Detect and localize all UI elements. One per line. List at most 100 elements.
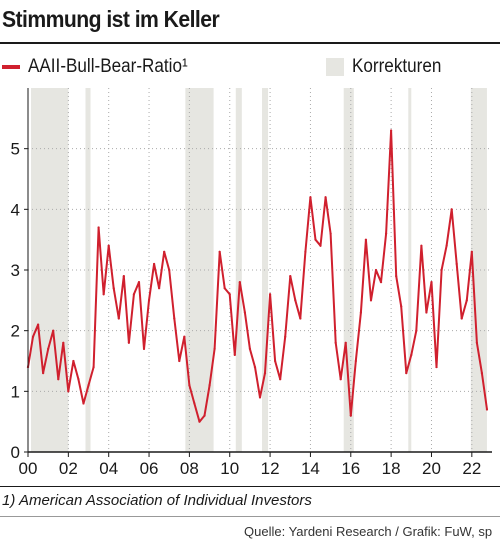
x-tick-label: 22	[462, 459, 481, 478]
data-point	[480, 372, 484, 375]
data-point	[233, 353, 236, 357]
data-point	[142, 347, 146, 350]
x-tick-label: 12	[261, 459, 280, 478]
data-point	[158, 287, 161, 290]
data-point	[374, 268, 378, 272]
data-point	[334, 341, 337, 344]
data-point	[430, 281, 433, 284]
legend-shading-swatch	[326, 58, 344, 76]
chart-title: Stimmung ist im Keller	[2, 6, 220, 32]
data-point	[213, 347, 216, 350]
data-point	[248, 347, 252, 350]
data-point	[62, 341, 65, 344]
y-tick-label: 3	[11, 261, 20, 280]
data-point	[425, 311, 428, 314]
data-point	[470, 250, 473, 253]
data-point	[178, 359, 181, 363]
legend-series: AAII-Bull-Bear-Ratio¹	[2, 56, 205, 78]
legend-shading: Korrekturen	[326, 56, 451, 78]
title-rule	[0, 42, 500, 44]
x-tick-label: 04	[99, 459, 118, 478]
data-point	[72, 359, 75, 363]
data-point	[168, 268, 171, 272]
footnote-rule	[0, 486, 500, 487]
legend-shading-label: Korrekturen	[352, 56, 442, 77]
data-point	[31, 335, 35, 338]
data-point	[102, 293, 105, 296]
data-point	[263, 372, 267, 375]
x-tick-label: 20	[422, 459, 441, 478]
data-point	[349, 414, 352, 417]
data-point	[163, 250, 166, 253]
data-point	[465, 299, 468, 302]
series-line-0	[27, 129, 488, 423]
data-point	[299, 317, 302, 320]
data-point	[253, 365, 257, 369]
data-point	[284, 335, 287, 338]
data-point	[485, 408, 489, 411]
data-point	[203, 414, 206, 417]
data-point	[435, 365, 438, 369]
y-tick-label: 2	[11, 322, 20, 341]
data-point	[420, 244, 423, 247]
data-point	[147, 299, 151, 302]
data-point	[304, 250, 307, 253]
x-tick-label: 00	[19, 459, 38, 478]
data-point	[319, 244, 322, 247]
data-point	[289, 274, 292, 278]
data-point	[344, 341, 347, 344]
correction-period-6	[408, 88, 412, 452]
data-point	[415, 329, 418, 332]
data-point	[67, 390, 70, 393]
data-point	[117, 317, 120, 320]
data-point	[188, 384, 191, 387]
data-point	[92, 365, 95, 369]
data-point	[258, 396, 262, 399]
series-layer	[26, 129, 489, 423]
data-point	[314, 238, 317, 241]
x-tick-label: 08	[180, 459, 199, 478]
footnote: 1) American Association of Individual In…	[2, 492, 312, 509]
data-point	[339, 378, 342, 381]
data-point	[87, 384, 90, 387]
data-point	[173, 317, 176, 320]
data-point	[445, 244, 448, 247]
correction-period-3	[235, 88, 242, 452]
data-point	[107, 244, 110, 247]
data-point	[152, 262, 156, 266]
data-point	[475, 341, 478, 344]
data-point	[329, 232, 332, 235]
data-point	[268, 293, 272, 296]
x-tick-label: 06	[140, 459, 159, 478]
data-point	[354, 359, 357, 363]
x-tick-label: 14	[301, 459, 320, 478]
y-tick-label: 5	[11, 140, 20, 159]
data-point	[193, 402, 196, 405]
data-point	[384, 232, 388, 235]
data-point	[198, 420, 201, 423]
data-point	[274, 359, 277, 363]
data-point	[379, 281, 383, 284]
y-tick-label: 0	[11, 443, 20, 462]
data-point	[223, 287, 226, 290]
data-point	[57, 378, 60, 381]
data-point	[42, 372, 45, 375]
data-point	[324, 196, 327, 199]
source-rule	[0, 516, 500, 517]
data-point	[183, 335, 186, 338]
data-point	[243, 311, 246, 314]
data-point	[218, 250, 221, 253]
correction-period-2	[185, 88, 214, 452]
x-tick-label: 16	[341, 459, 360, 478]
data-point	[460, 317, 463, 320]
source-credit: Quelle: Yardeni Research / Grafik: FuW, …	[244, 524, 493, 539]
data-point	[132, 293, 136, 296]
data-point	[52, 329, 55, 332]
data-point	[450, 208, 453, 211]
data-point	[47, 347, 50, 350]
data-point	[112, 287, 115, 290]
data-point	[390, 129, 393, 132]
legend-series-swatch	[2, 65, 20, 69]
data-point	[97, 226, 100, 229]
